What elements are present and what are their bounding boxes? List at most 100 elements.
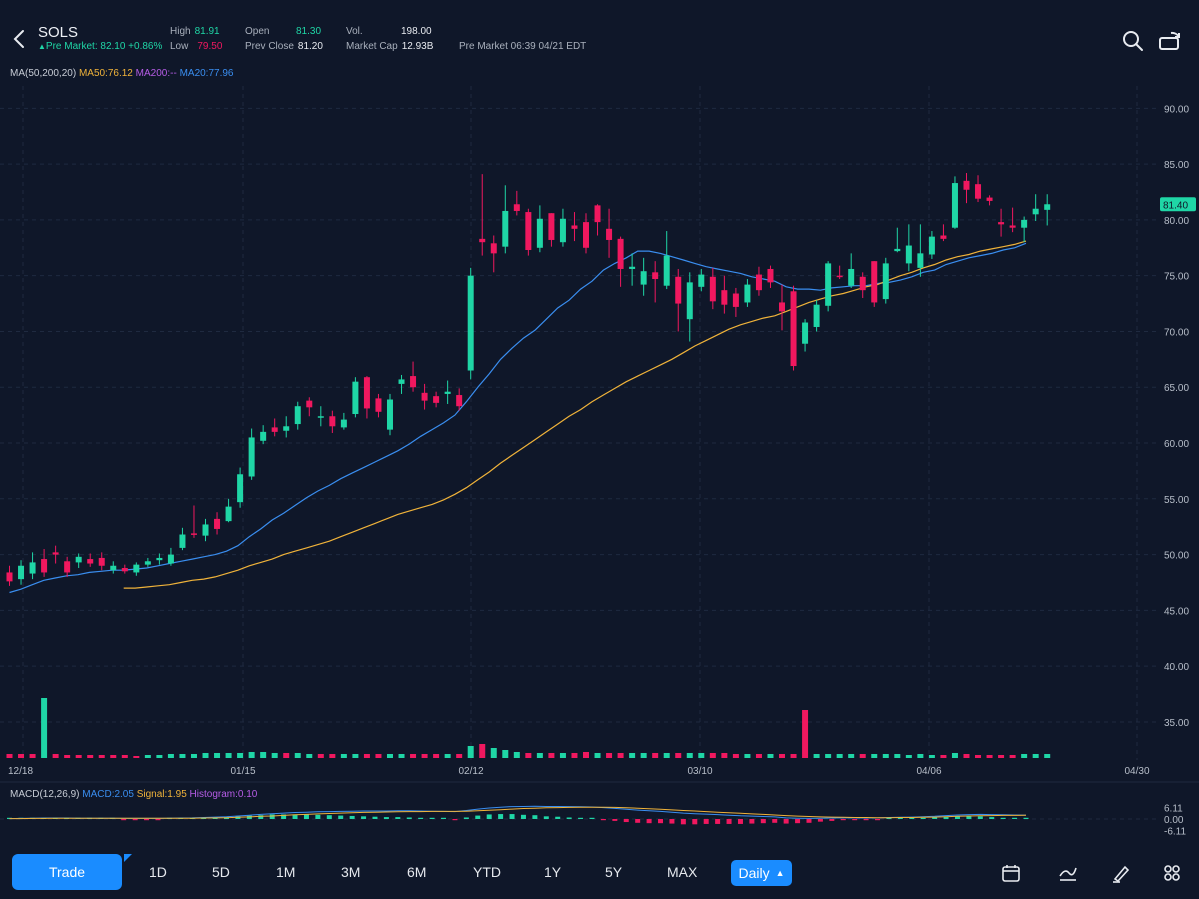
volume-bar bbox=[848, 754, 855, 758]
candle-body bbox=[133, 564, 140, 573]
candle-body bbox=[1021, 219, 1028, 228]
volume-bar bbox=[294, 753, 301, 758]
calendar-icon[interactable] bbox=[1000, 862, 1022, 884]
macd-histogram-bar bbox=[737, 819, 743, 824]
macd-histogram-bar bbox=[715, 819, 721, 824]
candle-body bbox=[548, 213, 555, 240]
ma-legend-title: MA(50,200,20) bbox=[10, 68, 77, 79]
volume-bar bbox=[583, 752, 589, 758]
macd-legend-title: MACD(12,26,9) bbox=[10, 789, 80, 800]
volume-bar bbox=[825, 754, 832, 758]
volume-bar bbox=[686, 753, 693, 758]
volume-bar bbox=[744, 754, 751, 758]
y-tick-label: 80.00 bbox=[1164, 216, 1189, 227]
macd-histogram-bar bbox=[966, 816, 972, 819]
high-value: 81.91 bbox=[194, 26, 220, 37]
interval-label: Daily bbox=[738, 865, 770, 881]
macd-histogram-bar bbox=[372, 816, 378, 819]
macd-histogram-bar bbox=[817, 819, 823, 822]
search-icon[interactable] bbox=[1120, 28, 1146, 54]
ma-legend[interactable]: MA(50,200,20) MA50:76.12 MA200:-- MA20:7… bbox=[10, 68, 234, 79]
macd-histogram-bar bbox=[852, 819, 858, 821]
macd-histogram-bar bbox=[441, 817, 447, 819]
candle-body bbox=[859, 276, 866, 291]
candle-body bbox=[490, 243, 497, 254]
timeframe-5y[interactable]: 5Y bbox=[605, 864, 623, 880]
macd-histogram-bar bbox=[1012, 817, 1018, 819]
volume-value: 198.00 bbox=[401, 26, 432, 37]
x-tick-label: 04/30 bbox=[1124, 766, 1149, 777]
volume-bar bbox=[629, 753, 636, 758]
draw-icon[interactable] bbox=[1110, 862, 1132, 884]
candle-body bbox=[352, 381, 359, 415]
timeframe-6m[interactable]: 6M bbox=[407, 864, 427, 880]
timeframe-max[interactable]: MAX bbox=[667, 864, 698, 880]
candle-body bbox=[283, 426, 290, 431]
macd-histogram-bar bbox=[349, 815, 355, 819]
macd-histogram-bar bbox=[806, 819, 812, 823]
pre-market-text: Pre Market: 82.10 +0.86% bbox=[45, 41, 163, 52]
macd-histogram-bar bbox=[383, 817, 389, 819]
timeframe-1d[interactable]: 1D bbox=[149, 864, 167, 880]
candle-body bbox=[951, 183, 958, 228]
high-stat: High 81.91 bbox=[170, 26, 220, 37]
volume-bar bbox=[536, 753, 543, 758]
macd-histogram-bar bbox=[623, 819, 629, 823]
volume-bar bbox=[363, 754, 370, 758]
candle-body bbox=[882, 263, 889, 300]
trade-button[interactable]: Trade bbox=[12, 854, 122, 890]
macd-histogram-bar bbox=[932, 817, 938, 819]
volume-bar bbox=[144, 755, 151, 758]
volume-bar bbox=[190, 754, 197, 758]
timeframe-ytd[interactable]: YTD bbox=[473, 864, 501, 880]
candle-body bbox=[421, 392, 428, 401]
x-tick-label: 04/06 bbox=[916, 766, 941, 777]
volume-bar bbox=[571, 753, 578, 758]
volume-bar bbox=[410, 754, 417, 758]
candle-body bbox=[502, 210, 509, 247]
macd-histogram-bar bbox=[680, 819, 686, 825]
candle-body bbox=[214, 518, 221, 529]
volume-bar bbox=[802, 710, 809, 758]
rotate-icon[interactable] bbox=[1157, 28, 1183, 54]
candle-body bbox=[513, 204, 520, 211]
open-value: 81.30 bbox=[296, 26, 322, 37]
interval-dropdown[interactable]: Daily ▲ bbox=[731, 860, 792, 886]
volume-bar bbox=[859, 754, 866, 758]
volume-bar bbox=[559, 753, 566, 758]
macd-histogram-bar bbox=[498, 814, 504, 819]
timeframe-1m[interactable]: 1M bbox=[276, 864, 296, 880]
volume-bar bbox=[1044, 754, 1051, 758]
volume-bar bbox=[456, 754, 463, 758]
volume-bar bbox=[940, 755, 947, 758]
macd-histogram-bar bbox=[292, 814, 298, 819]
y-tick-label: 90.00 bbox=[1164, 104, 1189, 115]
timeframe-5d[interactable]: 5D bbox=[212, 864, 230, 880]
macd-histogram-bar bbox=[943, 816, 949, 819]
timeframe-1y[interactable]: 1Y bbox=[544, 864, 562, 880]
macd-histogram-bar bbox=[395, 817, 401, 819]
candle-body bbox=[1044, 204, 1051, 210]
macd-legend[interactable]: MACD(12,26,9) MACD:2.05 Signal:1.95 Hist… bbox=[10, 789, 257, 800]
candle-body bbox=[675, 276, 682, 304]
last-price-label: 81.40 bbox=[1163, 200, 1188, 211]
back-icon[interactable] bbox=[8, 26, 32, 52]
macd-histogram-bar bbox=[543, 816, 549, 819]
macd-histogram-bar bbox=[703, 819, 709, 824]
macd-histogram-bar bbox=[566, 817, 572, 819]
last-price-badge bbox=[1160, 197, 1196, 212]
timeframe-3m[interactable]: 3M bbox=[341, 864, 361, 880]
price-chart[interactable]: 90.00 85.00 80.00 75.00 70.00 65.00 60.00 55.00… bbox=[0, 0, 1199, 848]
indicator-icon[interactable] bbox=[1057, 862, 1079, 884]
macd-histogram-bar bbox=[692, 819, 698, 825]
volume-bar bbox=[110, 755, 117, 758]
volume-bar bbox=[98, 755, 105, 758]
candle-body bbox=[536, 218, 543, 248]
grid-icon[interactable] bbox=[1161, 862, 1183, 884]
macd-histogram-bar bbox=[132, 819, 138, 821]
macd-histogram-bar bbox=[726, 819, 732, 824]
candle-body bbox=[398, 379, 405, 384]
prev-close-stat: Prev Close 81.20 bbox=[245, 41, 323, 52]
candle-body bbox=[190, 533, 197, 535]
volume-bar bbox=[617, 753, 624, 758]
